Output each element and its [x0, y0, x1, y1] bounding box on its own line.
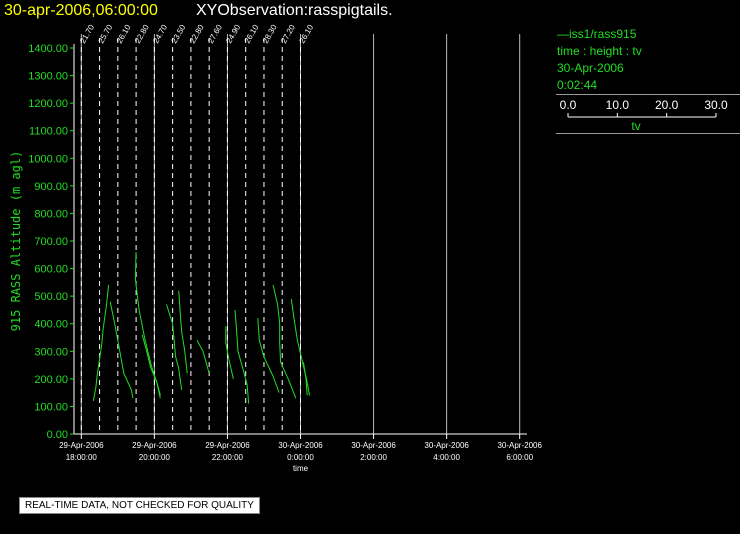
legend-swatch: — [557, 27, 569, 41]
profile-top-label: 26.10 [115, 23, 133, 45]
legend-divider-bottom [556, 133, 740, 134]
x-tick-date: 30-Apr-2006 [424, 441, 469, 450]
profile-trace [166, 304, 183, 390]
legend-date: 30-Apr-2006 [557, 61, 624, 75]
x-tick-time: 18:00:00 [66, 453, 98, 462]
x-tick-time: 4:00:00 [433, 453, 460, 462]
y-tick-label: 100.00 [34, 401, 68, 413]
profile-top-label: 24.70 [151, 23, 169, 45]
profile-top-label: 23.50 [170, 23, 188, 45]
profile-top-label: 27.60 [206, 23, 224, 45]
y-tick-label: 0.00 [47, 429, 68, 441]
legend-scale-tick-label: 10.0 [606, 98, 630, 112]
profile-trace [109, 301, 134, 399]
profile-trace [178, 290, 188, 374]
y-tick-label: 200.00 [34, 374, 68, 386]
profile-top-label: 28.30 [261, 23, 279, 45]
x-tick-date: 29-Apr-2006 [205, 441, 250, 450]
legend-time: 0:02:44 [557, 78, 598, 92]
profile-top-label: 26.10 [297, 23, 315, 45]
profile-top-label: 24.90 [224, 23, 242, 45]
y-tick-label: 1400.00 [28, 43, 68, 55]
x-tick-date: 29-Apr-2006 [132, 441, 177, 450]
y-tick-label: 900.00 [34, 181, 68, 193]
y-tick-label: 400.00 [34, 319, 68, 331]
profile-trace [290, 298, 310, 396]
title-date: 30-apr-2006,06:00:00 [4, 2, 158, 19]
profile-trace [196, 340, 210, 374]
profile-trace [134, 251, 161, 399]
x-tick-time: 0:00:00 [287, 453, 314, 462]
y-tick-label: 1100.00 [29, 126, 68, 138]
y-tick-label: 500.00 [34, 291, 68, 303]
profile-trace [257, 318, 280, 393]
x-tick-date: 30-Apr-2006 [351, 441, 396, 450]
quality-warning-badge: REAL-TIME DATA, NOT CHECKED FOR QUALITY [19, 497, 260, 514]
legend-scale-tick-label: 20.0 [655, 98, 679, 112]
legend-scale-tick-label: 30.0 [704, 98, 728, 112]
legend-scale-tick-label: 0.0 [560, 98, 577, 112]
x-tick-date: 29-Apr-2006 [59, 441, 104, 450]
x-tick-time: 22:00:00 [212, 453, 244, 462]
y-tick-label: 300.00 [34, 346, 68, 358]
profile-top-label: 21.70 [78, 23, 96, 45]
legend-scale: 0.0 10.0 20.0 30.0 tv [560, 98, 728, 133]
x-tick-time: 20:00:00 [139, 453, 171, 462]
legend-panel: —iss1/rass915 time : height : tv 30-Apr-… [556, 26, 740, 134]
legend-station: —iss1/rass915 [556, 26, 740, 43]
legend-axes: time : height : tv [557, 44, 642, 58]
y-axis-label: 915 RASS Altitude (m agl) [9, 151, 23, 332]
profile-trace [272, 284, 297, 399]
x-axis-label: time [293, 464, 309, 473]
x-tick-date: 30-Apr-2006 [278, 441, 323, 450]
profile-top-label: 27.20 [279, 23, 297, 45]
y-tick-label: 800.00 [34, 208, 68, 220]
y-tick-label: 1300.00 [28, 71, 68, 83]
y-tick-label: 1200.00 [28, 98, 68, 110]
legend-scale-label: tv [631, 119, 640, 133]
x-tick-date: 30-Apr-2006 [497, 441, 542, 450]
y-tick-label: 1000.00 [28, 153, 68, 165]
profile-trace [92, 285, 110, 401]
profile-trace [225, 326, 234, 380]
chart-title: XYObservation:rasspigtails. [196, 2, 393, 19]
profile-top-label: 25.70 [97, 23, 115, 45]
x-tick-time: 6:00:00 [506, 453, 533, 462]
legend-divider-top [556, 94, 740, 95]
legend-station-name: iss1/rass915 [569, 27, 637, 41]
profile-trace [234, 309, 250, 404]
profile-top-label: 26.10 [243, 23, 261, 45]
profile-top-label: 22.80 [133, 23, 151, 45]
y-tick-label: 700.00 [34, 236, 68, 248]
x-tick-time: 2:00:00 [360, 453, 387, 462]
profile-trace [141, 334, 161, 396]
y-tick-label: 600.00 [34, 264, 68, 276]
profile-trace [303, 362, 308, 396]
profile-top-label: 22.80 [188, 23, 206, 45]
